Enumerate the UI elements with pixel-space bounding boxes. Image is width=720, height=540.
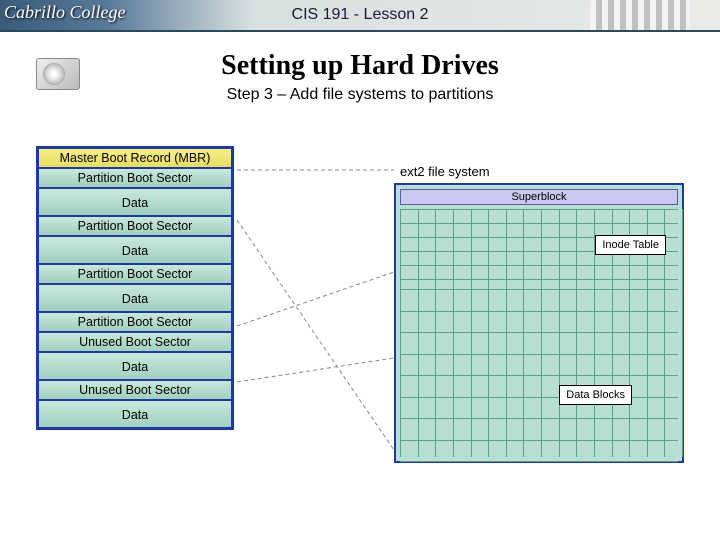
filesystem-title: ext2 file system [400, 164, 684, 179]
banner: Cabrillo College CIS 191 - Lesson 2 [0, 0, 720, 32]
data-row: Data [39, 351, 231, 379]
page-subtitle: Step 3 – Add file systems to partitions [0, 86, 720, 104]
page-title: Setting up Hard Drives [0, 50, 720, 82]
boot-sector-row: Partition Boot Sector [39, 215, 231, 235]
disk-layout-diagram: Master Boot Record (MBR)Partition Boot S… [36, 146, 234, 430]
harddrive-icon [36, 58, 80, 90]
boot-sector-row: Partition Boot Sector [39, 263, 231, 283]
filesystem-panel: ext2 file system Superblock Inode Table … [394, 164, 684, 463]
data-row: Data [39, 235, 231, 263]
data-blocks-label: Data Blocks [559, 385, 632, 405]
data-row: Data [39, 399, 231, 427]
boot-sector-row: Unused Boot Sector [39, 331, 231, 351]
inode-table-label: Inode Table [595, 235, 666, 255]
data-row: Data [39, 187, 231, 215]
boot-sector-row: Partition Boot Sector [39, 311, 231, 331]
boot-sector-row: Partition Boot Sector [39, 167, 231, 187]
filesystem-box: Superblock Inode Table Data Blocks [394, 183, 684, 463]
course-title: CIS 191 - Lesson 2 [0, 6, 720, 24]
data-row: Data [39, 283, 231, 311]
boot-sector-row: Unused Boot Sector [39, 379, 231, 399]
mbr-row: Master Boot Record (MBR) [39, 149, 231, 167]
superblock-label: Superblock [400, 189, 678, 205]
